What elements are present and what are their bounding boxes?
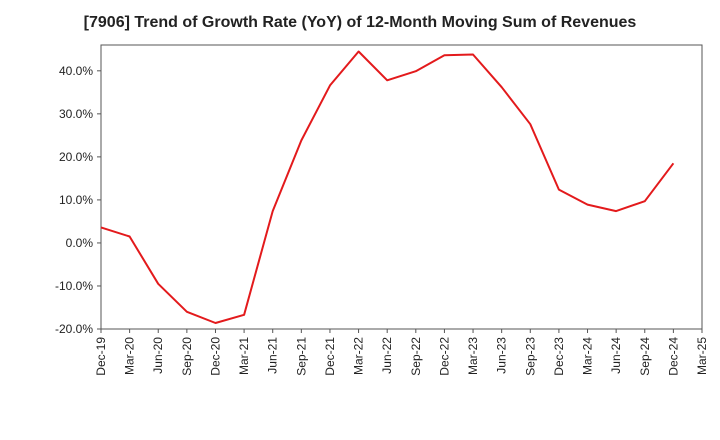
- y-tick-label: -20.0%: [55, 322, 93, 336]
- x-tick-label: Sep-24: [638, 337, 652, 376]
- y-tick-label: 10.0%: [59, 193, 93, 207]
- x-tick-label: Sep-22: [409, 337, 423, 376]
- x-tick-label: Jun-24: [609, 337, 623, 374]
- y-tick-label: 40.0%: [59, 64, 93, 78]
- y-tick-label: -10.0%: [55, 279, 93, 293]
- x-tick-label: Dec-24: [666, 337, 680, 376]
- y-axis-tick-labels: 40.0% 30.0% 20.0% 10.0% 0.0% -10.0% -20.0%: [55, 64, 93, 336]
- x-tick-label: Mar-23: [466, 337, 480, 375]
- x-axis-tick-labels: Dec-19 Mar-20 Jun-20 Sep-20 Dec-20 Mar-21 Jun-…: [94, 337, 709, 376]
- x-tick-label: Sep-23: [523, 337, 537, 376]
- axes: [97, 44, 703, 333]
- x-tick-label: Dec-21: [323, 337, 337, 376]
- x-tick-label: Jun-21: [266, 337, 280, 374]
- y-tick-label: 30.0%: [59, 107, 93, 121]
- x-tick-label: Jun-22: [380, 337, 394, 374]
- x-tick-label: Mar-22: [352, 337, 366, 375]
- chart-title: [7906] Trend of Growth Rate (YoY) of 12-…: [83, 14, 637, 31]
- x-tick-label: Dec-19: [94, 337, 108, 376]
- series-line: [100, 50, 675, 324]
- x-tick-label: Dec-23: [552, 337, 566, 376]
- y-tick-label: 20.0%: [59, 150, 93, 164]
- y-tick-label: 0.0%: [66, 236, 94, 250]
- x-tick-label: Jun-23: [495, 337, 509, 374]
- x-tick-label: Jun-20: [151, 337, 165, 374]
- x-tick-label: Mar-24: [581, 337, 595, 375]
- series-lines: [100, 50, 675, 324]
- plot-frame: [100, 44, 703, 330]
- x-tick-label: Mar-20: [123, 337, 137, 375]
- x-tick-label: Dec-22: [437, 337, 451, 376]
- x-tick-label: Sep-21: [294, 337, 308, 376]
- x-tick-label: Sep-20: [180, 337, 194, 376]
- x-tick-label: Mar-25: [695, 337, 709, 375]
- x-tick-label: Dec-20: [208, 337, 222, 376]
- x-tick-label: Mar-21: [237, 337, 251, 375]
